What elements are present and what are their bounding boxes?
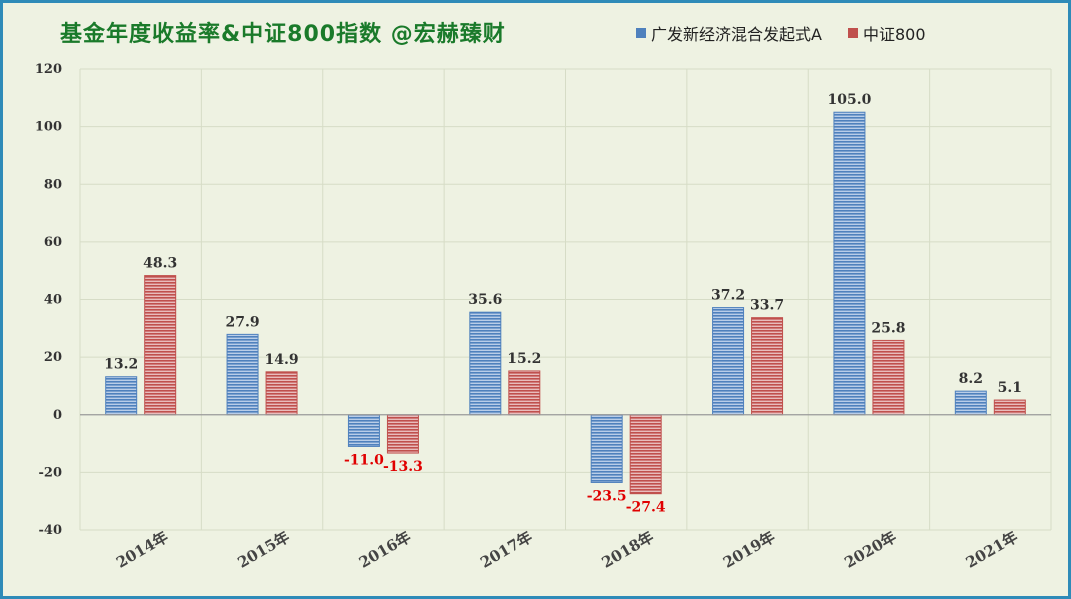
bar-fund xyxy=(712,307,745,416)
legend-item-index: 中证800 xyxy=(847,21,926,45)
legend-label-fund: 广发新经济混合发起式A xyxy=(651,25,822,44)
bar-fund xyxy=(833,111,866,416)
bar-index xyxy=(144,275,177,416)
x-tick-label: 2021年 xyxy=(963,528,1021,572)
x-tick-label: 2014年 xyxy=(113,528,171,572)
y-tick-label: 120 xyxy=(35,62,62,77)
data-label: -27.4 xyxy=(626,500,666,516)
y-tick-label: 100 xyxy=(35,120,62,135)
x-tick-label: 2018年 xyxy=(599,528,657,572)
x-tick-label: 2017年 xyxy=(477,528,535,572)
chart-title: 基金年度收益率&中证800指数 @宏赫臻财 xyxy=(60,22,506,47)
data-label: 25.8 xyxy=(871,320,905,336)
bar-fund xyxy=(105,376,138,416)
y-tick-label: 80 xyxy=(44,177,62,192)
bars xyxy=(105,111,1026,495)
data-label: 105.0 xyxy=(828,92,872,108)
data-label: 33.7 xyxy=(750,298,784,314)
y-tick-label: 40 xyxy=(44,293,62,308)
data-label: 27.9 xyxy=(226,314,260,330)
bar-index xyxy=(629,414,662,495)
data-label: 35.6 xyxy=(468,292,502,308)
legend-item-fund: 广发新经济混合发起式A xyxy=(636,21,822,45)
bar-fund xyxy=(469,311,502,416)
bar-index xyxy=(751,317,784,416)
y-tick-label: -20 xyxy=(39,465,63,480)
bar-index xyxy=(386,414,419,454)
axes: -40 -20 0 20 40 60 80 100 120 2014年 2015年 2016年 2017… xyxy=(35,62,1051,572)
data-label: 48.3 xyxy=(143,256,177,272)
bar-index xyxy=(265,371,298,416)
legend: 广发新经济混合发起式A 中证800 xyxy=(636,21,926,45)
y-tick-label: 0 xyxy=(53,408,62,423)
data-label: 13.2 xyxy=(104,357,138,373)
bar-fund xyxy=(226,333,259,416)
bar-fund xyxy=(590,414,623,483)
y-tick-label: 60 xyxy=(44,235,62,250)
data-label: 15.2 xyxy=(507,351,541,367)
data-label: -13.3 xyxy=(383,459,423,475)
legend-swatch-index xyxy=(847,28,858,38)
y-tick-label: -40 xyxy=(39,523,63,538)
y-tick-label: 20 xyxy=(44,350,62,365)
data-label: -11.0 xyxy=(344,452,384,468)
data-label: 37.2 xyxy=(711,288,745,304)
data-label: -23.5 xyxy=(587,488,627,504)
x-tick-label: 2016年 xyxy=(356,528,414,572)
gridlines xyxy=(79,68,1052,531)
data-label: 8.2 xyxy=(959,371,983,387)
x-tick-label: 2019年 xyxy=(720,528,778,572)
bar-fund xyxy=(954,390,987,416)
bar-index xyxy=(872,339,905,416)
data-label: 14.9 xyxy=(265,352,299,368)
bar-index xyxy=(508,370,541,416)
legend-swatch-fund xyxy=(636,28,646,38)
labels: 13.2 48.3 27.9 14.9 -11.0 -13.3 35.6 15.2 -23.5-… xyxy=(104,92,1022,515)
data-label: 5.1 xyxy=(998,380,1022,396)
x-tick-label: 2020年 xyxy=(841,528,899,572)
legend-label-index: 中证800 xyxy=(862,25,926,44)
x-tick-label: 2015年 xyxy=(234,528,292,572)
bar-index xyxy=(993,399,1026,416)
bar-fund xyxy=(347,414,380,447)
